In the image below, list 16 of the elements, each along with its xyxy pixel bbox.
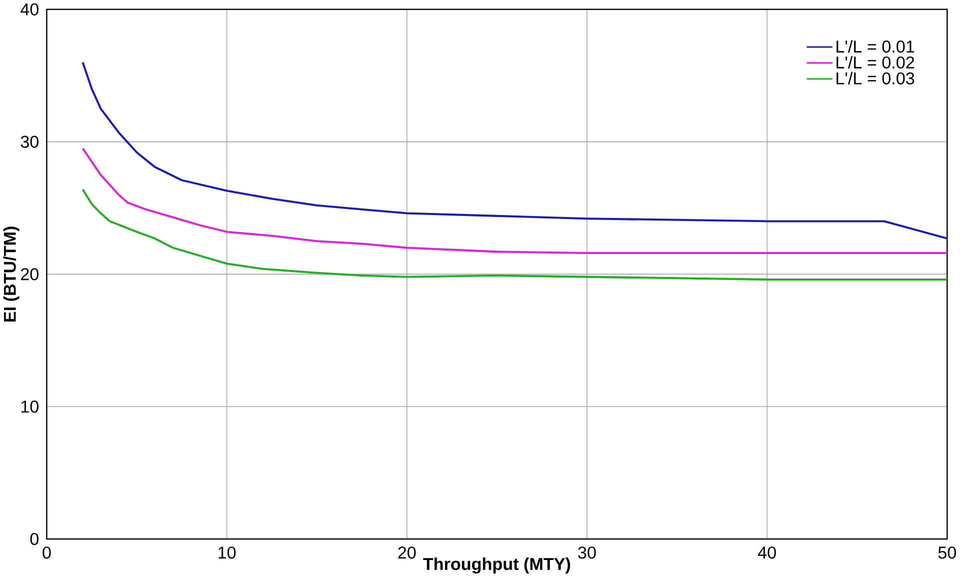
x-tick-label: 0 xyxy=(42,546,51,559)
y-tick-label: 40 xyxy=(20,3,38,16)
y-tick-label: 30 xyxy=(20,136,38,148)
x-tick-label: 40 xyxy=(758,546,776,559)
legend-label: L'/L = 0.02 xyxy=(836,56,914,69)
y-axis-title: EI (BTU/TM) xyxy=(3,226,20,322)
x-tick-label: 10 xyxy=(218,546,236,559)
y-tick-label: 20 xyxy=(21,268,38,280)
legend-label: L'/L = 0.01 xyxy=(836,40,914,53)
y-tick-label: 10 xyxy=(21,400,38,413)
x-tick-label: 20 xyxy=(398,546,416,559)
y-tick-label: 0 xyxy=(30,533,38,546)
x-axis-title: Throughput (MTY) xyxy=(423,558,570,574)
x-tick-label: 50 xyxy=(938,546,956,559)
legend-label: L'/L = 0.03 xyxy=(836,72,914,84)
x-tick-label: 30 xyxy=(578,546,596,559)
